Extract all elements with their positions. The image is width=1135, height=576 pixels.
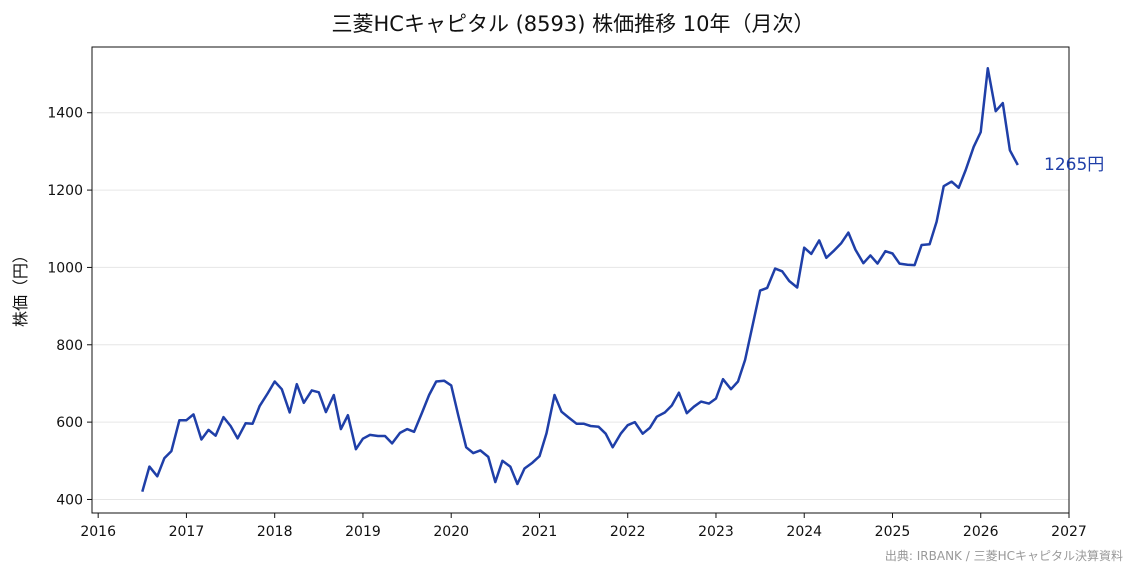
x-tick-label: 2018 [257,524,293,540]
x-tick-label: 2016 [80,524,116,540]
source-note: 出典: IRBANK / 三菱HCキャピタル決算資料 [885,548,1123,563]
y-tick-label: 1200 [47,183,83,199]
y-tick-label: 1400 [47,106,83,122]
x-tick-label: 2023 [698,524,734,540]
x-tick-label: 2024 [786,524,822,540]
y-axis-label: 株価（円） [11,247,30,327]
x-tick-label: 2019 [345,524,381,540]
chart-title: 三菱HCキャピタル (8593) 株価推移 10年（月次） [331,12,814,36]
y-axis: 400 600 800 1000 1200 1400 [47,106,92,508]
last-price-label: 1265円 [1044,155,1104,175]
x-tick-label: 2017 [169,524,205,540]
x-tick-label: 2020 [433,524,469,540]
x-tick-label: 2025 [875,524,911,540]
gridlines [92,112,1069,500]
x-axis: 2016 2017 2018 2019 2020 2021 2022 2023 2024 2025… [80,513,1087,540]
x-tick-label: 2021 [522,524,558,540]
y-tick-label: 400 [56,492,83,508]
x-tick-label: 2027 [1051,524,1087,540]
x-tick-label: 2022 [610,524,646,540]
y-tick-label: 600 [56,415,83,431]
x-tick-label: 2026 [963,524,999,540]
price-series-line [141,67,1019,493]
plot-frame [91,46,1070,514]
y-tick-label: 800 [56,338,83,354]
y-tick-label: 1000 [47,260,83,276]
